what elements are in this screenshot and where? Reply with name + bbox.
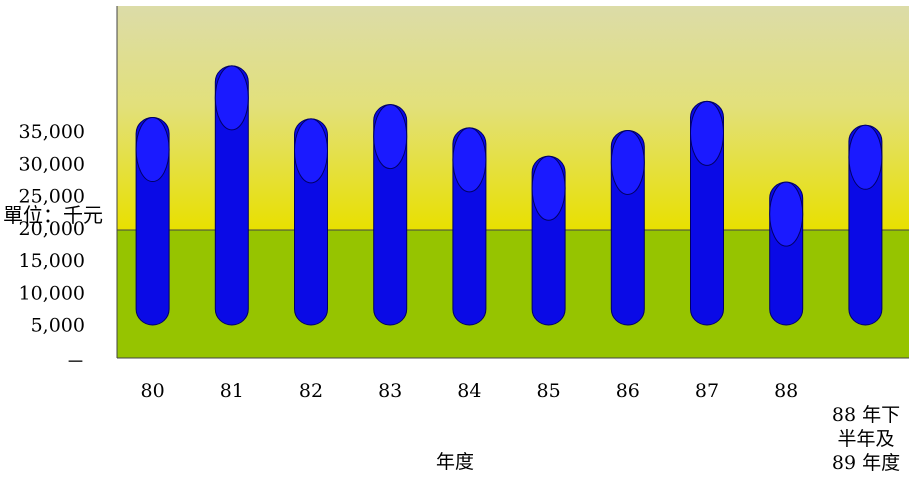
x-category-label: 87 xyxy=(695,380,719,402)
y-tick-label: 30,000 xyxy=(19,153,85,175)
bar xyxy=(135,117,170,326)
bar-top-cap xyxy=(610,129,645,195)
bar-top-cap xyxy=(135,117,170,183)
bar xyxy=(214,65,249,326)
x-category-label: 88 年下半年及 89 年度 xyxy=(832,404,900,474)
bar-top-cap xyxy=(452,127,487,193)
bar-top-cap xyxy=(373,104,408,170)
y-tick-label: 25,000 xyxy=(19,186,85,208)
bar xyxy=(531,155,566,326)
x-category-labels: 80 81 82 83 84 85 86 87 88 88 年下半年及 89 年度 xyxy=(141,380,901,474)
y-tick-label: 15,000 xyxy=(19,250,85,272)
bar-top-cap xyxy=(848,124,883,190)
bars-group xyxy=(135,65,883,326)
bar xyxy=(769,181,804,326)
bar xyxy=(452,127,487,326)
bar xyxy=(848,124,883,326)
unit-label: 單位：千元 xyxy=(3,203,103,227)
x-category-label: 81 xyxy=(220,380,244,402)
bar xyxy=(610,129,645,326)
y-tick-labels: － 5,000 10,000 15,000 20,000 25,000 30,000 35,0… xyxy=(19,121,85,373)
y-tick-label: 20,000 xyxy=(19,218,85,240)
bar-top-cap xyxy=(690,100,724,166)
y-tick-label: 5,000 xyxy=(31,315,85,337)
y-tick-label: 10,000 xyxy=(19,282,85,304)
bar-top-cap xyxy=(294,118,328,184)
bar xyxy=(690,100,724,326)
x-category-label: 86 xyxy=(616,380,640,402)
x-category-label: 80 xyxy=(141,380,165,402)
x-category-label: 88 xyxy=(774,380,798,402)
x-category-label: 82 xyxy=(299,380,323,402)
y-tick-label: － xyxy=(66,351,85,373)
x-category-label: 84 xyxy=(457,380,481,402)
y-tick-label: 35,000 xyxy=(19,121,85,143)
x-category-label: 83 xyxy=(378,380,402,402)
bar-top-cap xyxy=(214,65,249,131)
bar xyxy=(373,104,408,326)
x-category-label: 85 xyxy=(537,380,561,402)
bar xyxy=(294,118,328,326)
bar-top-cap xyxy=(769,181,804,247)
x-axis-label: 年度 xyxy=(436,451,474,473)
bar-top-cap xyxy=(531,155,566,221)
